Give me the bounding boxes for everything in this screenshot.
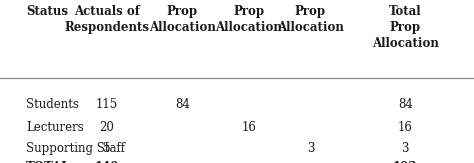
- Text: Lecturers: Lecturers: [26, 121, 84, 134]
- Text: Total
Prop
Allocation: Total Prop Allocation: [372, 5, 439, 50]
- Text: 16: 16: [398, 121, 413, 134]
- Text: Prop
Allocation: Prop Allocation: [149, 5, 216, 34]
- Text: 16: 16: [241, 121, 256, 134]
- Text: 84: 84: [175, 98, 190, 111]
- Text: 20: 20: [99, 121, 114, 134]
- Text: Actuals of
Respondents: Actuals of Respondents: [64, 5, 149, 34]
- Text: 140: 140: [94, 161, 119, 163]
- Text: Prop
Allocation: Prop Allocation: [215, 5, 283, 34]
- Text: 3: 3: [401, 142, 409, 155]
- Text: Status: Status: [26, 5, 68, 18]
- Text: 5: 5: [103, 142, 110, 155]
- Text: 3: 3: [307, 142, 314, 155]
- Text: Supporting Staff: Supporting Staff: [26, 142, 125, 155]
- Text: 115: 115: [96, 98, 118, 111]
- Text: 84: 84: [398, 98, 413, 111]
- Text: 103: 103: [393, 161, 418, 163]
- Text: Prop
Allocation: Prop Allocation: [277, 5, 344, 34]
- Text: TOTAL: TOTAL: [26, 161, 71, 163]
- Text: Students: Students: [26, 98, 79, 111]
